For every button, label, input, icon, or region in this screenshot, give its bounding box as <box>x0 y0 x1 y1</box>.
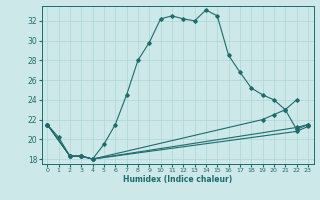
X-axis label: Humidex (Indice chaleur): Humidex (Indice chaleur) <box>123 175 232 184</box>
